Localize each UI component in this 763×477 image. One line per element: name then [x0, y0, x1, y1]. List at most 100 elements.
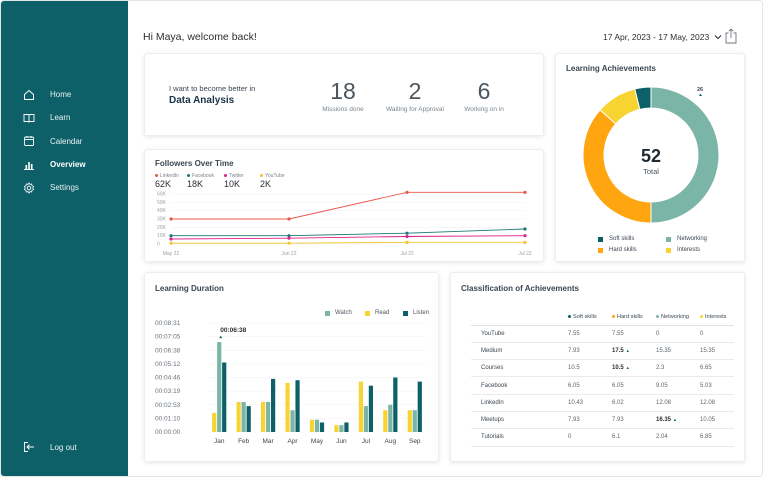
table-row: Medium 7.93 17.5 ▲ 15.35 15.35 — [471, 342, 734, 361]
stat-working-on: 6 Working on in — [444, 78, 524, 113]
x-tick-label: Feb — [238, 438, 250, 445]
table-cell-highlight: 17.5 ▲ — [612, 342, 656, 361]
legend-soft-skills: Soft skills — [598, 236, 634, 242]
donut-data-label: 26 — [697, 87, 703, 93]
table-cell: 6.02 — [612, 394, 656, 412]
legend-label: Read — [375, 310, 390, 316]
up-arrow-icon — [699, 93, 702, 96]
y-tick-label: 00:03:19 — [155, 388, 181, 395]
bar-read — [212, 412, 217, 432]
home-icon — [24, 89, 34, 100]
y-tick-label: 00:01:10 — [155, 415, 181, 422]
data-point — [287, 217, 291, 221]
table-cell: 12.08 — [700, 394, 734, 412]
bar-listen — [344, 422, 349, 432]
y-tick-label: 00:05:12 — [155, 361, 181, 368]
achievements-donut-chart: 26 — [582, 86, 720, 224]
data-point — [169, 237, 173, 241]
sidebar-item-label: Calendar — [50, 136, 83, 146]
table-cell: 6.65 — [700, 359, 734, 378]
col-networking: Networking — [656, 310, 700, 326]
y-tick-label: 00:07:05 — [155, 334, 181, 341]
row-label: LinkedIn — [471, 394, 568, 412]
table-cell: 7.55 — [568, 325, 612, 343]
table-cell: 0 — [700, 325, 734, 343]
goal-topic: Data Analysis — [169, 95, 235, 106]
data-point — [405, 190, 409, 194]
data-point — [169, 241, 173, 245]
data-point — [287, 236, 291, 240]
row-label: Tutorials — [471, 428, 568, 447]
data-point — [523, 234, 527, 238]
logout-label: Log out — [50, 442, 77, 452]
x-tick-label: Jul — [362, 438, 371, 445]
stat-label: Waiting for Approval — [386, 106, 444, 113]
legend-value: 62K — [155, 179, 172, 189]
followers-legend: LinkedIn 62K Facebook 18K Twitter 10K Yo… — [155, 173, 296, 189]
sidebar-item-overview[interactable]: Overview — [1, 153, 128, 176]
bar-read — [236, 402, 241, 432]
duration-legend: Watch Read Listen — [325, 310, 429, 316]
bar-listen — [368, 385, 373, 432]
stat-waiting-approval: 2 Waiting for Approval — [375, 78, 455, 113]
share-icon[interactable] — [725, 28, 737, 44]
x-tick-label: Jun — [336, 438, 347, 445]
data-point — [169, 217, 173, 221]
followers-title: Followers Over Time — [155, 159, 234, 168]
bar-watch — [388, 404, 393, 432]
bar-read — [285, 382, 290, 432]
sidebar-item-label: Learn — [50, 113, 71, 123]
table-row: Tutorials 0 6.1 2.04 6.85 — [471, 428, 734, 447]
table-cell: 6.1 — [612, 428, 656, 447]
table-cell: 0 — [656, 325, 700, 343]
legend-hard-skills: Hard skills — [598, 247, 637, 253]
row-label: Meetups — [471, 411, 568, 430]
bar-read — [334, 425, 339, 432]
up-arrow-icon: ▲ — [625, 365, 630, 371]
data-point — [405, 231, 409, 235]
y-tick-label: 50K — [157, 200, 167, 206]
x-tick-label: Aug — [385, 438, 397, 445]
logout-icon — [24, 442, 34, 452]
stat-value: 6 — [477, 78, 491, 104]
classification-card: Classification of Achievements Soft skil… — [450, 272, 745, 462]
bar-read — [358, 381, 363, 432]
table-cell: 10.5 — [568, 359, 612, 378]
table-cell: 6.05 — [568, 376, 612, 395]
data-point — [405, 240, 409, 244]
col-soft-skills: Soft skills — [568, 310, 612, 326]
sidebar-item-learn[interactable]: Learn — [1, 106, 128, 129]
sidebar-item-home[interactable]: Home — [1, 83, 128, 106]
table-cell: 0 — [568, 428, 612, 447]
data-point — [523, 190, 527, 194]
legend-name: YouTube — [265, 173, 285, 179]
col-interests: Interests — [700, 310, 734, 326]
duration-card: Learning Duration Watch Read Listen 00:0… — [144, 272, 439, 462]
table-row: YouTube 7.55 7.55 0 0 — [471, 325, 734, 343]
table-cell-highlight: 16.35 ▲ — [656, 411, 700, 430]
legend-linkedin: LinkedIn 62K — [155, 173, 187, 189]
bar-read — [383, 410, 388, 432]
achievements-card: Learning Achievements 26 52 Total Soft s… — [555, 53, 745, 262]
stat-label: Working on in — [464, 106, 504, 113]
bar-watch — [339, 425, 344, 432]
legend-value: 2K — [260, 179, 272, 189]
stat-value: 2 — [408, 78, 422, 104]
table-cell: 7.55 — [612, 325, 656, 343]
y-tick-label: 10K — [157, 233, 167, 239]
logout-button[interactable]: Log out — [23, 441, 77, 453]
bar-read — [309, 419, 315, 432]
y-tick-label: 00:02:53 — [155, 402, 181, 409]
table-cell: 2.04 — [656, 428, 700, 447]
bar-listen — [319, 422, 325, 432]
sidebar-item-calendar[interactable]: Calendar — [1, 130, 128, 153]
legend-label: Soft skills — [609, 236, 635, 242]
data-point — [523, 240, 527, 244]
sidebar-item-settings[interactable]: Settings — [1, 176, 128, 199]
bar-watch — [412, 410, 417, 432]
date-range-picker[interactable]: 17 Apr, 2023 - 17 May, 2023 — [603, 32, 722, 42]
legend-value: 18K — [187, 179, 204, 189]
bar-watch — [314, 419, 320, 432]
x-tick-label: May 22 — [163, 251, 180, 257]
